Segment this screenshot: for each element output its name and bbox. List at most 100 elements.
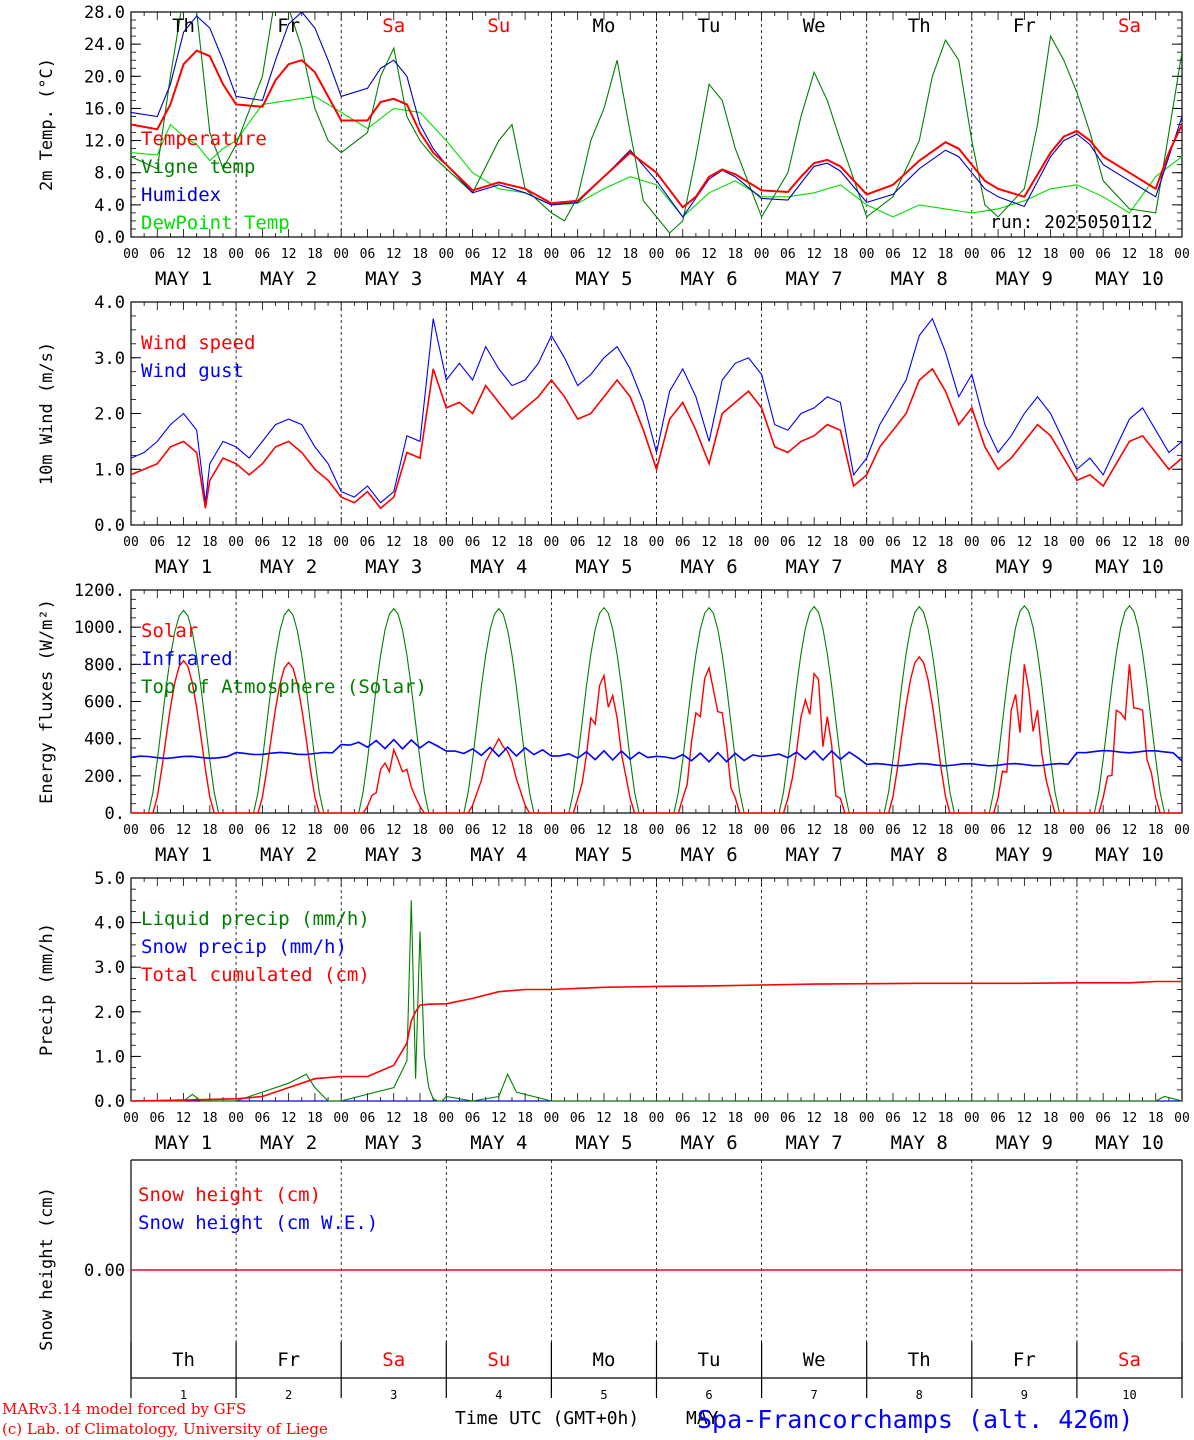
hour-tick-label: 06 — [255, 535, 271, 550]
energy-panel: 0. 200. 400. 600. 800. 1000. 1200. Energy fluxe… — [37, 581, 1190, 866]
hour-tick-label: 06 — [1095, 247, 1111, 262]
hour-tick-label: 12 — [1122, 823, 1138, 838]
hour-tick-label: 00 — [859, 535, 875, 550]
hour-tick-label: 18 — [1043, 247, 1059, 262]
hour-tick-label: 12 — [1122, 1111, 1138, 1126]
series-total-cumulated-cm- — [130, 980, 1182, 1102]
hour-tick-label: 00 — [123, 1111, 139, 1126]
hour-tick-label: 00 — [964, 247, 980, 262]
hour-tick-label: 00 — [228, 1111, 244, 1126]
y-tick-label: 3.0 — [94, 958, 125, 978]
hour-tick-label: 18 — [833, 247, 849, 262]
date-label: MAY 1 — [155, 844, 212, 866]
hour-tick-label: 18 — [202, 1111, 218, 1126]
hour-tick-label: 12 — [806, 535, 822, 550]
series-solar — [131, 655, 1182, 814]
hour-tick-label: 06 — [360, 247, 376, 262]
hour-tick-label: 18 — [202, 823, 218, 838]
hour-tick-label: 18 — [1043, 823, 1059, 838]
date-label: MAY 3 — [365, 844, 422, 866]
day-number-label: 8 — [916, 1388, 923, 1402]
hour-tick-label: 12 — [386, 247, 402, 262]
y-tick-label: 2.0 — [94, 1003, 125, 1023]
hour-tick-label: 18 — [517, 1111, 533, 1126]
hour-tick-label: 06 — [990, 247, 1006, 262]
weekday-label: Tu — [698, 1349, 721, 1371]
y-tick-label: 12.0 — [84, 132, 125, 152]
hour-tick-label: 18 — [412, 535, 428, 550]
hour-tick-label: 18 — [622, 1111, 638, 1126]
date-label: MAY 6 — [680, 1132, 737, 1154]
date-label: MAY 7 — [786, 268, 843, 290]
y-tick-label: 1200. — [74, 581, 125, 601]
hour-tick-label: 06 — [570, 247, 586, 262]
day-number-label: 4 — [495, 1388, 502, 1402]
legend-dewpoint-temp: DewPoint Temp — [141, 212, 290, 234]
date-label: MAY 2 — [260, 556, 317, 578]
day-number-label: 3 — [390, 1388, 397, 1402]
day-number-label: 7 — [811, 1388, 818, 1402]
hour-tick-label: 06 — [255, 823, 271, 838]
hour-tick-label: 18 — [517, 247, 533, 262]
weekday-label: Su — [487, 15, 510, 37]
hour-tick-label: 12 — [701, 823, 717, 838]
y-axis-label: 10m Wind (m/s) — [37, 342, 57, 485]
hour-tick-label: 12 — [1017, 247, 1033, 262]
hour-tick-label: 12 — [176, 1111, 192, 1126]
hour-tick-label: 06 — [780, 823, 796, 838]
hour-tick-label: 18 — [202, 535, 218, 550]
credit-line-1: MARv3.14 model forced by GFS — [2, 1400, 246, 1418]
date-label: MAY 3 — [365, 268, 422, 290]
hour-tick-label: 00 — [123, 247, 139, 262]
hour-tick-label: 06 — [780, 535, 796, 550]
y-tick-label: 20.0 — [84, 67, 125, 87]
hour-tick-label: 06 — [149, 247, 165, 262]
y-tick-label: 5.0 — [94, 869, 125, 889]
legend-wind-gust: Wind gust — [141, 360, 244, 382]
hour-tick-label: 06 — [360, 535, 376, 550]
hour-tick-label: 18 — [727, 823, 743, 838]
date-label: MAY 4 — [470, 268, 527, 290]
date-label: MAY 4 — [470, 844, 527, 866]
hour-tick-label: 00 — [754, 535, 770, 550]
hour-tick-label: 00 — [1174, 823, 1190, 838]
date-label: MAY 8 — [891, 844, 948, 866]
y-tick-label: 0.0 — [94, 1092, 125, 1112]
hour-tick-label: 18 — [622, 823, 638, 838]
series-liquid-precip-mm-h- — [131, 900, 1183, 1102]
hour-tick-label: 12 — [1017, 535, 1033, 550]
hour-tick-label: 18 — [202, 247, 218, 262]
date-label: MAY 5 — [575, 556, 632, 578]
hour-tick-label: 12 — [911, 1111, 927, 1126]
hour-tick-label: 12 — [1122, 535, 1138, 550]
date-label: MAY 2 — [260, 844, 317, 866]
hour-tick-label: 00 — [228, 535, 244, 550]
weekday-label: We — [803, 15, 826, 37]
date-label: MAY 5 — [575, 1132, 632, 1154]
weekday-label: We — [803, 1349, 826, 1371]
hour-tick-label: 00 — [333, 247, 349, 262]
series-vigne-temp — [131, 12, 1182, 234]
hour-tick-label: 00 — [544, 1111, 560, 1126]
hour-tick-label: 06 — [149, 823, 165, 838]
hour-tick-label: 00 — [333, 1111, 349, 1126]
date-label: MAY 2 — [260, 1132, 317, 1154]
station-name: Spa-Francorchamps (alt. 426m) — [697, 1405, 1134, 1434]
y-tick-label: 4.0 — [94, 914, 125, 934]
y-tick-label: 1.0 — [94, 1047, 125, 1067]
date-label: MAY 8 — [891, 556, 948, 578]
hour-tick-label: 18 — [833, 1111, 849, 1126]
hour-tick-label: 12 — [386, 823, 402, 838]
y-tick-label: 0.0 — [94, 516, 125, 536]
date-label: MAY 7 — [786, 844, 843, 866]
hour-tick-label: 00 — [1174, 535, 1190, 550]
hour-tick-label: 12 — [911, 247, 927, 262]
hour-tick-label: 18 — [307, 247, 323, 262]
credit-line-2: (c) Lab. of Climatology, University of L… — [2, 1420, 328, 1438]
hour-tick-label: 12 — [1017, 1111, 1033, 1126]
x-axis-label: Time UTC (GMT+0h) — [455, 1408, 639, 1429]
hour-tick-label: 00 — [123, 823, 139, 838]
series-wind-speed — [130, 367, 1183, 510]
legend-wind-speed: Wind speed — [141, 332, 255, 354]
hour-tick-label: 18 — [938, 823, 954, 838]
